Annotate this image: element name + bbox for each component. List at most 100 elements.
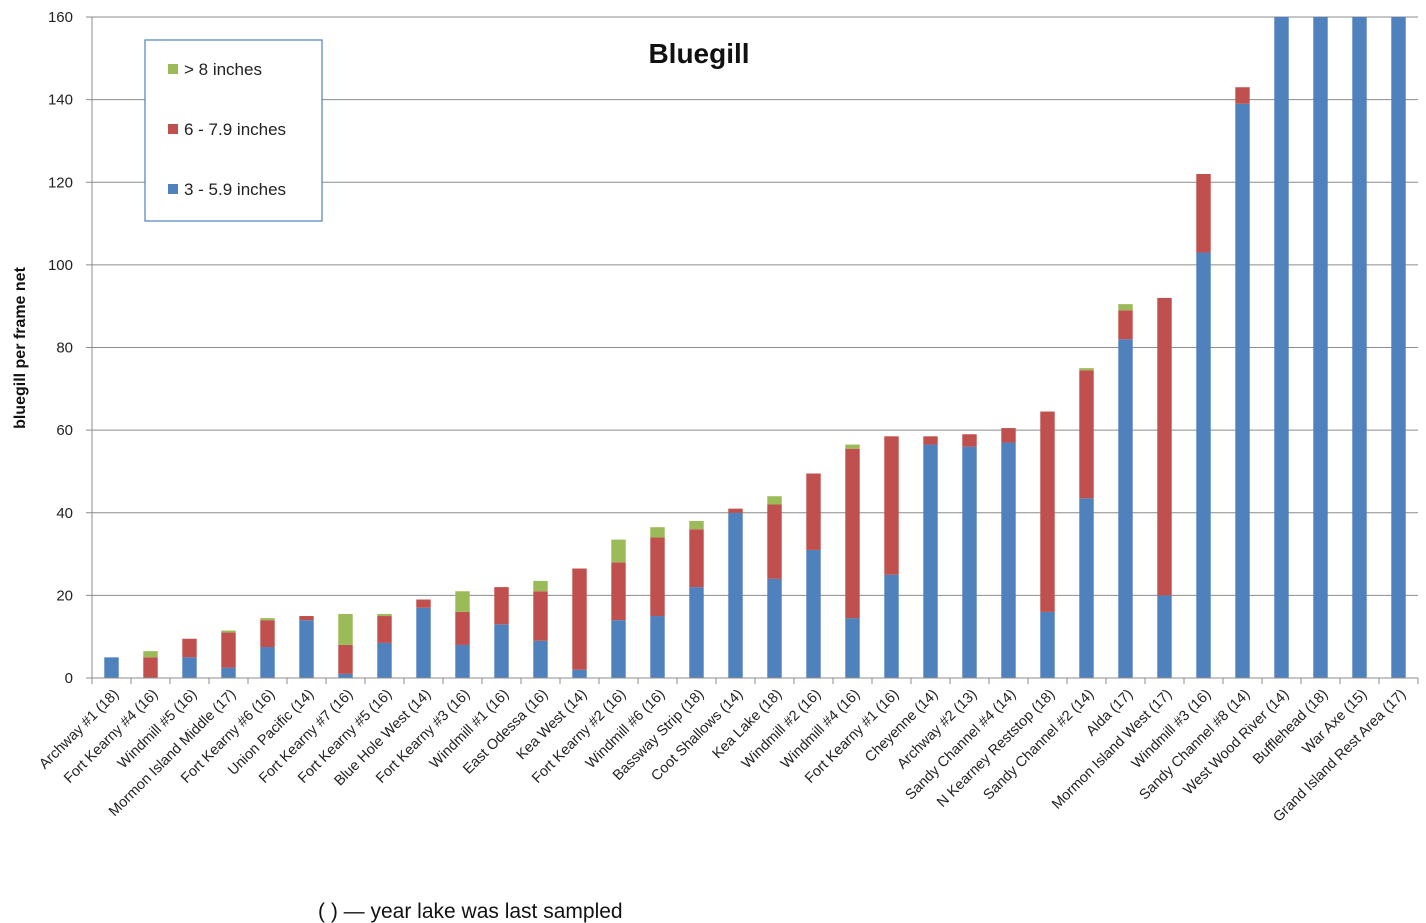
bar-segment-3-5-9-inches <box>845 618 860 678</box>
bar-segment-8-inches <box>221 630 236 633</box>
bar-segment-8-inches <box>338 613 353 645</box>
x-tick-labels: Archway #1 (18)Fort Kearny #4 (16)Windmi… <box>36 687 1409 826</box>
bar-group <box>104 17 1406 679</box>
y-tick-label: 20 <box>56 587 73 604</box>
bar-segment-3-5-9-inches <box>962 446 977 678</box>
legend-label: > 8 inches <box>184 60 262 79</box>
bar-segment-6-7-9-inches <box>533 591 548 641</box>
legend-swatch <box>168 184 178 194</box>
chart-title: Bluegill <box>648 38 749 69</box>
bar-segment-3-5-9-inches <box>1352 17 1367 678</box>
bar-segment-3-5-9-inches <box>1118 339 1133 678</box>
bar-segment-6-7-9-inches <box>962 434 977 447</box>
bar-segment-3-5-9-inches <box>260 647 275 678</box>
bar-segment-3-5-9-inches <box>767 578 782 678</box>
bar-segment-3-5-9-inches <box>1274 17 1289 678</box>
bar-segment-6-7-9-inches <box>806 473 821 550</box>
bar-segment-3-5-9-inches <box>104 657 119 678</box>
bar-segment-8-inches <box>260 618 275 621</box>
bar-segment-8-inches <box>1118 304 1133 311</box>
y-tick-label: 80 <box>56 340 73 357</box>
bar-segment-3-5-9-inches <box>533 640 548 678</box>
bar-segment-6-7-9-inches <box>767 504 782 579</box>
bar-segment-3-5-9-inches <box>494 624 509 678</box>
bar-segment-6-7-9-inches <box>923 436 938 445</box>
bar-segment-8-inches <box>533 580 548 592</box>
bar-segment-3-5-9-inches <box>923 444 938 678</box>
bar-segment-6-7-9-inches <box>1001 428 1016 443</box>
y-tick-labels: 0 20 40 60 80 100 120 140 160 <box>48 9 73 687</box>
bar-segment-6-7-9-inches <box>377 616 392 643</box>
legend-swatch <box>168 124 178 134</box>
bar-segment-6-7-9-inches <box>728 508 743 513</box>
bar-segment-6-7-9-inches <box>299 616 314 621</box>
bar-segment-6-7-9-inches <box>494 587 509 625</box>
bar-segment-3-5-9-inches <box>1001 442 1016 678</box>
bar-segment-6-7-9-inches <box>455 611 470 645</box>
bar-segment-3-5-9-inches <box>1040 611 1055 678</box>
y-axis-label: bluegill per frame net <box>12 266 29 428</box>
bar-segment-3-5-9-inches <box>455 644 470 678</box>
bar-segment-6-7-9-inches <box>1235 87 1250 104</box>
y-tick-label: 160 <box>48 9 73 26</box>
bar-segment-6-7-9-inches <box>1157 297 1172 596</box>
legend-label: 3 - 5.9 inches <box>184 180 286 199</box>
bar-segment-3-5-9-inches <box>299 620 314 678</box>
bar-segment-3-5-9-inches <box>1196 252 1211 678</box>
y-tick-label: 40 <box>56 505 73 522</box>
bar-segment-8-inches <box>143 651 158 658</box>
bar-segment-6-7-9-inches <box>845 448 860 619</box>
y-tick-label: 100 <box>48 257 73 274</box>
bar-segment-8-inches <box>767 496 782 505</box>
axes <box>86 16 1419 684</box>
y-tick-label: 60 <box>56 422 73 439</box>
bar-segment-8-inches <box>377 613 392 617</box>
bar-segment-6-7-9-inches <box>689 529 704 588</box>
bar-segment-6-7-9-inches <box>416 599 431 608</box>
bar-segment-8-inches <box>455 591 470 612</box>
bar-segment-3-5-9-inches <box>221 667 236 678</box>
legend: > 8 inches 6 - 7.9 inches 3 - 5.9 inches <box>144 39 323 222</box>
bar-segment-3-5-9-inches <box>1157 595 1172 678</box>
bar-segment-6-7-9-inches <box>650 537 665 617</box>
bar-segment-8-inches <box>689 521 704 530</box>
bar-segment-6-7-9-inches <box>143 657 158 678</box>
bar-segment-8-inches <box>650 527 665 538</box>
legend-swatch <box>168 64 178 74</box>
bar-segment-8-inches <box>1079 368 1094 371</box>
bar-segment-3-5-9-inches <box>650 616 665 678</box>
bar-segment-8-inches <box>845 444 860 449</box>
bar-segment-6-7-9-inches <box>338 644 353 674</box>
bar-segment-6-7-9-inches <box>1079 370 1094 499</box>
bar-segment-3-5-9-inches <box>806 549 821 678</box>
bar-segment-6-7-9-inches <box>260 620 275 648</box>
y-tick-label: 0 <box>65 670 73 687</box>
bar-segment-3-5-9-inches <box>1079 498 1094 678</box>
bar-segment-8-inches <box>611 539 626 563</box>
bar-segment-6-7-9-inches <box>1196 173 1211 253</box>
bar-segment-6-7-9-inches <box>611 562 626 621</box>
bar-segment-6-7-9-inches <box>572 568 587 670</box>
bar-segment-3-5-9-inches <box>338 673 353 678</box>
legend-label: 6 - 7.9 inches <box>184 120 286 139</box>
bar-segment-3-5-9-inches <box>611 620 626 678</box>
y-tick-label: 120 <box>48 174 73 191</box>
bar-segment-3-5-9-inches <box>416 607 431 678</box>
bar-segment-6-7-9-inches <box>221 632 236 668</box>
bar-segment-6-7-9-inches <box>1118 310 1133 340</box>
y-tick-label: 140 <box>48 92 73 109</box>
bar-segment-3-5-9-inches <box>572 669 587 678</box>
bar-segment-6-7-9-inches <box>1040 411 1055 612</box>
bar-segment-6-7-9-inches <box>182 638 197 658</box>
bar-segment-3-5-9-inches <box>689 587 704 678</box>
bar-segment-3-5-9-inches <box>884 574 899 678</box>
bar-segment-3-5-9-inches <box>377 642 392 678</box>
bar-segment-6-7-9-inches <box>884 436 899 575</box>
bar-segment-3-5-9-inches <box>1235 103 1250 679</box>
bar-segment-3-5-9-inches <box>1391 17 1406 678</box>
bar-segment-3-5-9-inches <box>182 657 197 678</box>
footnote: ( ) — year lake was last sampled <box>318 900 623 923</box>
bar-segment-3-5-9-inches <box>1313 17 1328 678</box>
bar-segment-3-5-9-inches <box>728 512 743 678</box>
